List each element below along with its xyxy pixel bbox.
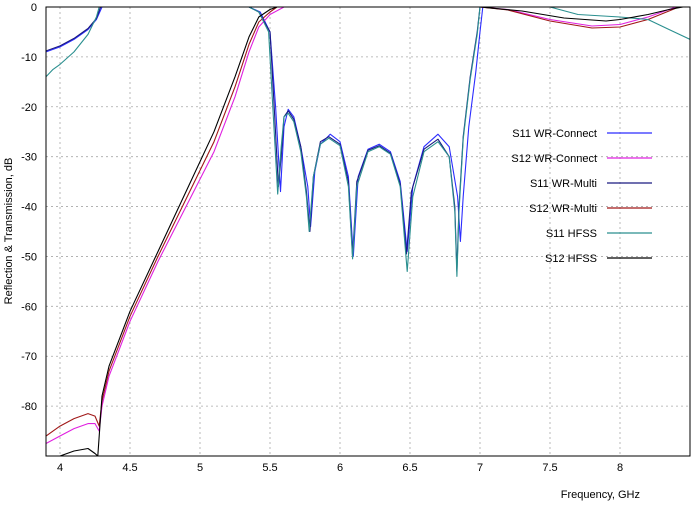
x-tick-label: 7 bbox=[477, 462, 483, 474]
y-tick-label: -50 bbox=[21, 251, 37, 263]
y-tick-label: -40 bbox=[21, 202, 37, 214]
x-axis-label: Frequency, GHz bbox=[561, 489, 640, 501]
x-tick-label: 5.5 bbox=[262, 462, 277, 474]
series-layer bbox=[46, 7, 690, 456]
legend-label: S11 WR-Connect bbox=[512, 128, 597, 140]
series-line-4 bbox=[46, 7, 680, 437]
legend-label: S12 WR-Connect bbox=[511, 153, 597, 165]
y-tick-labels: 0 -10 -20 -30 -40 -50 -60 -70 -80 bbox=[21, 2, 37, 413]
legend: S11 WR-Connect S12 WR-Connect S11 WR-Multi… bbox=[511, 128, 652, 265]
x-tick-label: 5 bbox=[197, 462, 203, 474]
x-tick-label: 7.5 bbox=[542, 462, 557, 474]
y-tick-label: -80 bbox=[21, 401, 37, 413]
legend-label: S12 HFSS bbox=[545, 253, 597, 265]
y-tick-label: -30 bbox=[21, 152, 37, 164]
series-line-2 bbox=[46, 7, 677, 444]
x-tick-labels: 4 4.5 5 5.5 6 6.5 7 7.5 8 bbox=[57, 462, 623, 474]
x-tick-label: 8 bbox=[617, 462, 623, 474]
y-axis-label: Reflection & Transmission, dB bbox=[3, 158, 15, 305]
y-tick-label: 0 bbox=[31, 2, 37, 14]
legend-label: S11 HFSS bbox=[546, 228, 597, 240]
y-tick-label: -10 bbox=[21, 52, 37, 64]
x-tick-label: 4.5 bbox=[122, 462, 137, 474]
legend-label: S11 WR-Multi bbox=[530, 178, 597, 190]
series-line-6 bbox=[59, 7, 684, 456]
series-line-5 bbox=[46, 7, 690, 277]
y-tick-label: -70 bbox=[21, 351, 37, 363]
legend-label: S12 WR-Multi bbox=[529, 203, 597, 215]
y-tick-label: -60 bbox=[21, 301, 37, 313]
x-tick-label: 6.5 bbox=[402, 462, 417, 474]
x-tick-label: 4 bbox=[57, 462, 63, 474]
x-tick-label: 6 bbox=[337, 462, 343, 474]
y-tick-label: -20 bbox=[21, 102, 37, 114]
plot-frame bbox=[45, 6, 691, 457]
